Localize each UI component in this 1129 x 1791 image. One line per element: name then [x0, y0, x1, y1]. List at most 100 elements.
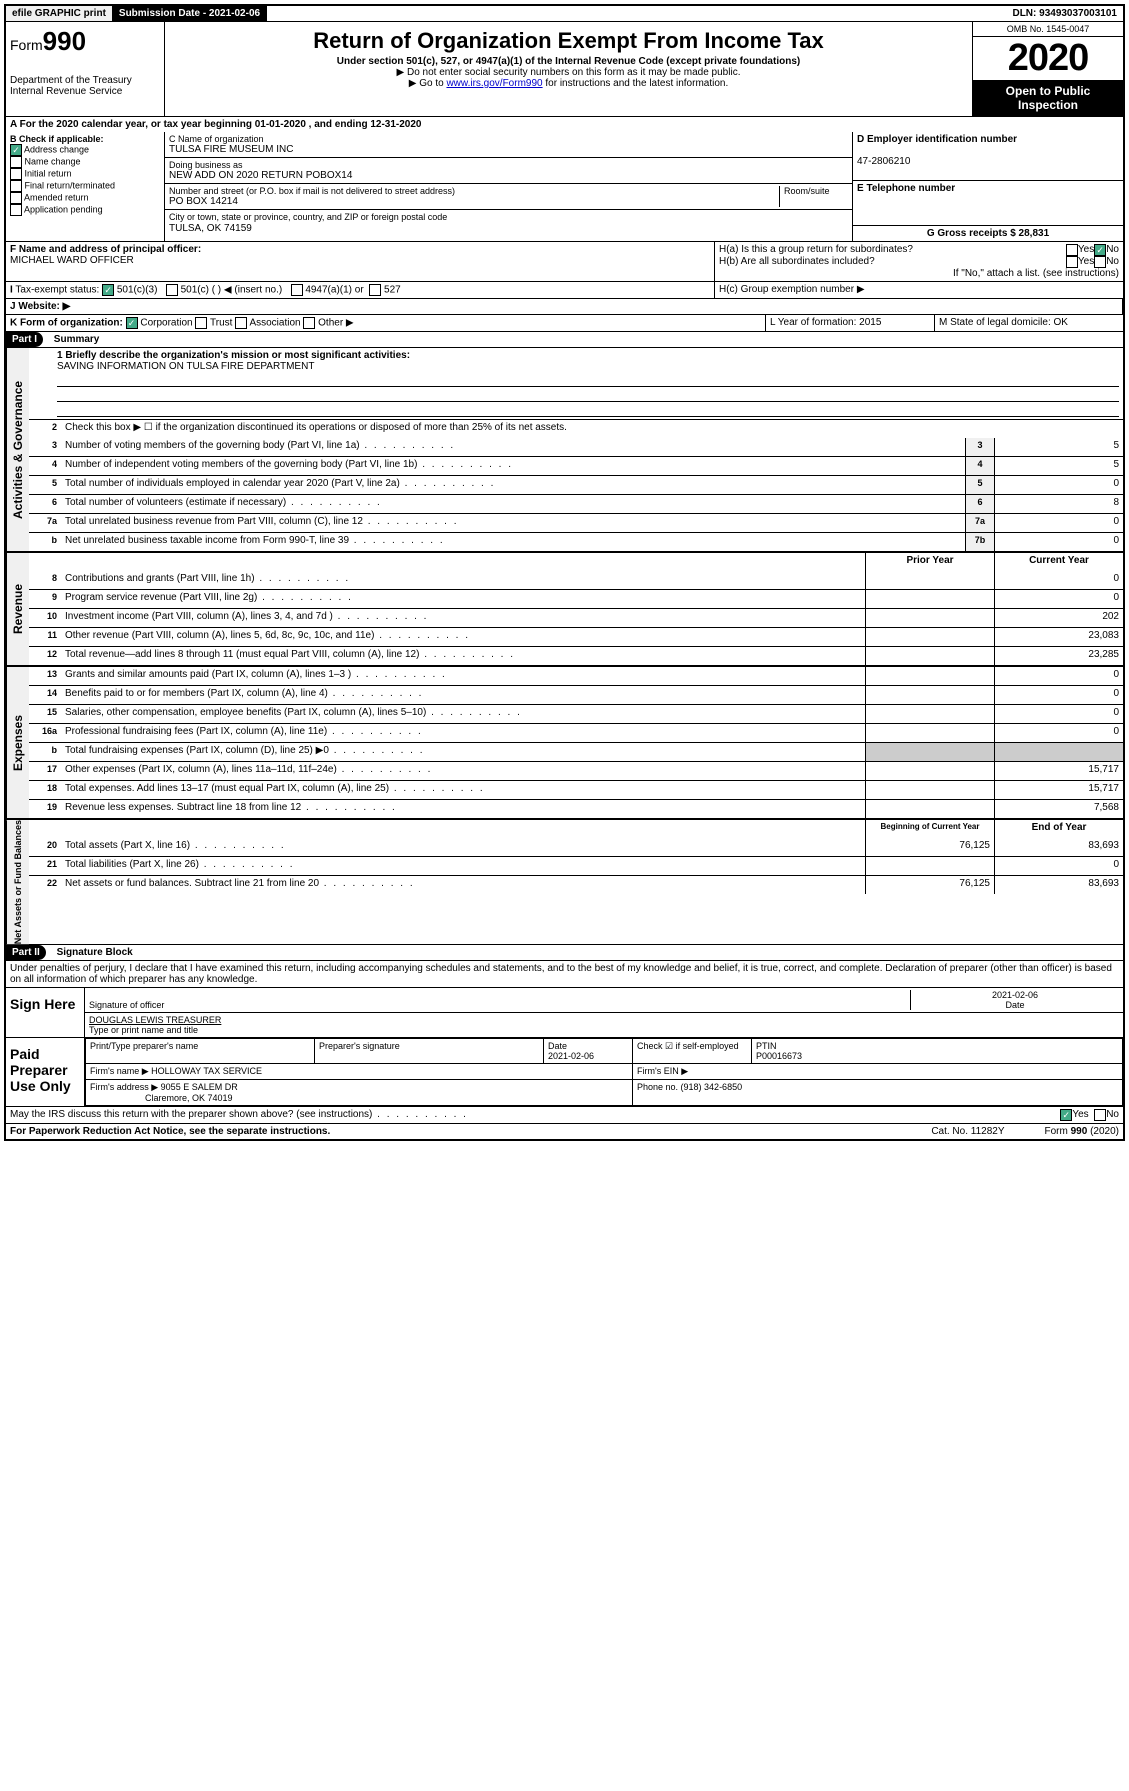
k-other: Other ▶: [318, 318, 353, 329]
k-label: K Form of organization:: [10, 318, 123, 329]
table-row: 7aTotal unrelated business revenue from …: [29, 513, 1123, 532]
row-j: J Website: ▶: [6, 299, 1123, 315]
opt0: Address change: [24, 144, 89, 154]
officer-name: MICHAEL WARD OFFICER: [10, 255, 134, 266]
blocks-fh: F Name and address of principal officer:…: [6, 242, 1123, 282]
phone-no: Phone no. (918) 342-6850: [633, 1080, 1123, 1106]
website-label: Website: ▶: [18, 301, 70, 312]
dln: DLN: 93493037003101: [1006, 6, 1123, 21]
te-4947: 4947(a)(1) or: [305, 285, 363, 296]
block-b: B Check if applicable: ✓ Address change …: [6, 132, 165, 241]
perjury-declaration: Under penalties of perjury, I declare th…: [6, 961, 1123, 988]
omb-number: OMB No. 1545-0047: [973, 22, 1123, 37]
room-label: Room/suite: [779, 186, 848, 207]
topbar: efile GRAPHIC print Submission Date - 20…: [6, 6, 1123, 22]
chk-name-change[interactable]: Name change: [10, 156, 160, 168]
irs-link[interactable]: www.irs.gov/Form990: [446, 78, 542, 89]
hb-no: No: [1106, 256, 1119, 268]
table-row: 22Net assets or fund balances. Subtract …: [29, 875, 1123, 894]
vlabel-expenses: Expenses: [6, 667, 29, 818]
te-501c: 501(c) ( ) ◀ (insert no.): [181, 285, 283, 296]
gross-receipts: G Gross receipts $ 28,831: [927, 228, 1049, 239]
block-deg: D Employer identification number47-28062…: [853, 132, 1123, 241]
block-c: C Name of organizationTULSA FIRE MUSEUM …: [165, 132, 853, 241]
chk-final-return[interactable]: Final return/terminated: [10, 180, 160, 192]
block-h: H(a) Is this a group return for subordin…: [715, 242, 1123, 281]
part1-header: Part I Summary: [6, 332, 1123, 348]
te-501c3: 501(c)(3): [117, 285, 158, 296]
chk-app-pending[interactable]: Application pending: [10, 204, 160, 216]
hb-label: H(b) Are all subordinates included?: [719, 256, 1066, 268]
discuss-row: May the IRS discuss this return with the…: [6, 1107, 1123, 1123]
l1-label: 1 Briefly describe the organization's mi…: [57, 350, 410, 361]
footer-left: For Paperwork Reduction Act Notice, see …: [10, 1126, 330, 1137]
col-prior: Prior Year: [865, 553, 994, 571]
k-assoc: Association: [249, 318, 300, 329]
h-check: Check ☑ if self-employed: [633, 1039, 752, 1064]
sig-date: 2021-02-06: [992, 990, 1038, 1000]
form-990: efile GRAPHIC print Submission Date - 20…: [4, 4, 1125, 1141]
ha-label: H(a) Is this a group return for subordin…: [719, 244, 1066, 256]
note-ssn: ▶ Do not enter social security numbers o…: [169, 67, 968, 78]
expenses-section: Expenses 13Grants and similar amounts pa…: [6, 667, 1123, 820]
chk-address-change[interactable]: ✓ Address change: [10, 144, 160, 156]
table-row: 13Grants and similar amounts paid (Part …: [29, 667, 1123, 685]
h-date-val: 2021-02-06: [548, 1051, 594, 1061]
efile-label[interactable]: efile GRAPHIC print: [6, 6, 113, 21]
block-b-label: B Check if applicable:: [10, 134, 104, 144]
netassets-section: Net Assets or Fund Balances Beginning of…: [6, 820, 1123, 945]
table-row: 5Total number of individuals employed in…: [29, 475, 1123, 494]
ein-label: D Employer identification number: [857, 134, 1017, 145]
ptin-val: P00016673: [756, 1051, 802, 1061]
table-row: 11Other revenue (Part VIII, column (A), …: [29, 627, 1123, 646]
firm-name: HOLLOWAY TAX SERVICE: [151, 1066, 262, 1076]
table-row: bTotal fundraising expenses (Part IX, co…: [29, 742, 1123, 761]
opt1: Name change: [25, 156, 81, 166]
k-corp: Corporation: [140, 318, 192, 329]
opt2: Initial return: [25, 168, 72, 178]
table-row: 6Total number of volunteers (estimate if…: [29, 494, 1123, 513]
part1-title: Summary: [46, 334, 100, 345]
chk-initial-return[interactable]: Initial return: [10, 168, 160, 180]
part2-tag: Part II: [6, 945, 46, 960]
mission-text: SAVING INFORMATION ON TULSA FIRE DEPARTM…: [57, 361, 314, 372]
officer-name-title: DOUGLAS LEWIS TREASURER: [89, 1015, 221, 1025]
addr-label: Number and street (or P.O. box if mail i…: [169, 186, 455, 196]
table-row: 18Total expenses. Add lines 13–17 (must …: [29, 780, 1123, 799]
table-row: 16aProfessional fundraising fees (Part I…: [29, 723, 1123, 742]
ha-no: No: [1106, 244, 1119, 256]
vlabel-activities: Activities & Governance: [6, 348, 29, 551]
opt3: Final return/terminated: [25, 180, 116, 190]
table-row: 15Salaries, other compensation, employee…: [29, 704, 1123, 723]
calendar-year-line: A For the 2020 calendar year, or tax yea…: [6, 117, 1123, 132]
tax-exempt-label: Tax-exempt status:: [15, 285, 99, 296]
part2-title: Signature Block: [49, 947, 133, 958]
k-trust: Trust: [210, 318, 232, 329]
sign-here-block: Sign Here Signature of officer 2021-02-0…: [6, 988, 1123, 1038]
mission-block: 1 Briefly describe the organization's mi…: [29, 348, 1123, 419]
footer: For Paperwork Reduction Act Notice, see …: [6, 1123, 1123, 1139]
h-ptin-label: PTIN: [756, 1041, 777, 1051]
c-name-label: C Name of organization: [169, 134, 264, 144]
j-label: J: [10, 301, 16, 312]
col-end: End of Year: [994, 820, 1123, 838]
phone-label: E Telephone number: [857, 183, 955, 194]
paid-preparer-block: Paid Preparer Use Only Print/Type prepar…: [6, 1038, 1123, 1107]
date-label: Date: [1005, 1000, 1024, 1010]
org-name: TULSA FIRE MUSEUM INC: [169, 144, 293, 155]
hb-yes: Yes: [1078, 256, 1094, 268]
i-label: I: [10, 285, 13, 296]
form-number: Form990: [10, 26, 160, 57]
col-current: Current Year: [994, 553, 1123, 571]
open-inspection: Open to Public Inspection: [973, 80, 1123, 116]
h-date-label: Date: [548, 1041, 567, 1051]
table-row: 17Other expenses (Part IX, column (A), l…: [29, 761, 1123, 780]
row-i-hc: I Tax-exempt status: ✓ 501(c)(3) 501(c) …: [6, 282, 1123, 299]
part1-tag: Part I: [6, 332, 43, 347]
chk-amended[interactable]: Amended return: [10, 192, 160, 204]
addr-value: PO BOX 14214: [169, 196, 238, 207]
table-row: 14Benefits paid to or for members (Part …: [29, 685, 1123, 704]
blocks-bcdeg: B Check if applicable: ✓ Address change …: [6, 132, 1123, 242]
city-value: TULSA, OK 74159: [169, 223, 252, 234]
col-begin: Beginning of Current Year: [865, 820, 994, 838]
